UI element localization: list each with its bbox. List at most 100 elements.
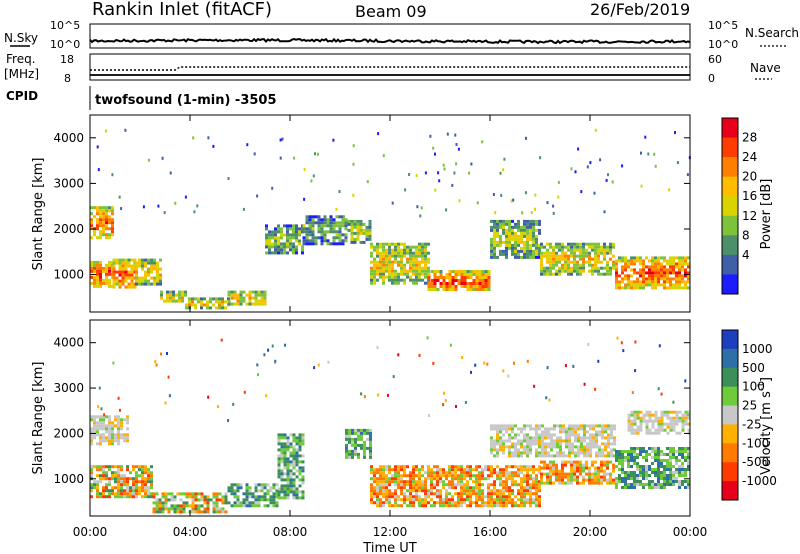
power-cell — [400, 248, 403, 252]
velocity-cell — [221, 510, 225, 514]
velocity-cell — [445, 504, 448, 508]
velocity-cell — [613, 454, 616, 458]
power-cell — [540, 242, 543, 246]
power-cell — [687, 274, 690, 278]
power-cell — [490, 219, 493, 223]
velocity-cell — [499, 480, 502, 484]
velocity-cell — [251, 501, 255, 505]
velocity-cell — [681, 428, 685, 432]
power-cell — [376, 245, 379, 249]
velocity-cell — [520, 495, 523, 499]
velocity-cell — [598, 454, 601, 458]
velocity-cell — [141, 474, 144, 478]
velocity-cell — [621, 453, 624, 456]
power-cell — [130, 264, 134, 268]
velocity-cell — [469, 492, 472, 496]
velocity-cell — [589, 445, 592, 449]
velocity-cell — [541, 439, 544, 443]
velocity-cell — [418, 486, 421, 490]
nave-tick-top: 60 — [708, 53, 722, 66]
velocity-cell — [424, 498, 427, 502]
power-cell — [424, 266, 427, 270]
power-cell — [118, 273, 122, 277]
power-cell — [463, 276, 467, 279]
velocity-cell — [633, 450, 636, 453]
velocity-cell — [236, 483, 240, 487]
power-cell — [105, 278, 108, 282]
power-cell — [280, 245, 283, 249]
velocity-cell — [621, 480, 624, 483]
velocity-cell — [382, 489, 385, 493]
velocity-cell — [645, 459, 648, 462]
velocity-cell — [526, 489, 529, 493]
power-cell — [561, 242, 564, 246]
velocity-cell — [621, 465, 624, 468]
velocity-cell — [409, 492, 412, 496]
velocity-cell — [385, 498, 388, 502]
velocity-cell — [600, 478, 603, 482]
velocity-cell — [657, 474, 660, 477]
velocity-cell — [529, 451, 532, 455]
velocity-cell — [409, 501, 412, 505]
power-cell — [418, 275, 421, 279]
velocity-cell — [363, 443, 366, 447]
velocity-cell — [592, 445, 595, 449]
velocity-cell — [373, 492, 376, 496]
power-cell — [332, 224, 336, 228]
velocity-cell — [406, 489, 409, 493]
velocity-cell — [357, 434, 360, 438]
velocity-cell — [90, 430, 93, 434]
velocity-cell — [415, 480, 418, 484]
velocity-cell — [645, 413, 649, 417]
power-cell — [295, 236, 298, 240]
velocity-cell — [499, 427, 502, 431]
velocity-cell — [496, 504, 499, 508]
velocity-cell — [532, 483, 535, 487]
velocity-cell — [669, 468, 672, 471]
velocity-cell — [385, 477, 388, 481]
power-cell — [305, 239, 309, 243]
power-cell — [451, 285, 455, 288]
velocity-cell — [141, 468, 144, 472]
power-cell — [630, 280, 633, 284]
velocity-cell — [493, 445, 496, 449]
velocity-cell — [415, 474, 418, 478]
velocity-cell — [150, 492, 153, 496]
power-cell — [141, 276, 144, 280]
power-cell — [236, 299, 240, 303]
velocity-cell — [490, 442, 493, 446]
velocity-cell — [215, 504, 219, 508]
velocity-cell — [517, 489, 520, 493]
power-cell — [311, 230, 315, 234]
power-cell — [663, 277, 666, 281]
power-cell — [448, 282, 452, 285]
power-cell — [505, 240, 508, 244]
velocity-cell — [514, 454, 517, 458]
velocity-cell — [496, 430, 499, 434]
velocity-cell — [586, 448, 589, 452]
power-cell — [302, 236, 306, 240]
power-cell — [347, 222, 351, 226]
velocity-cell — [111, 421, 114, 425]
power-cell — [517, 219, 520, 223]
velocity-cell — [520, 427, 523, 431]
power-cell — [466, 276, 470, 279]
power-cell — [302, 227, 306, 231]
power-cell — [379, 275, 382, 279]
power-cell — [514, 222, 517, 226]
power-cell — [178, 299, 181, 303]
velocity-cell — [191, 501, 195, 505]
velocity-cell — [280, 445, 284, 449]
velocity-cell — [487, 465, 490, 469]
velocity-cell — [645, 474, 648, 477]
velocity-cell — [433, 471, 436, 475]
power-cell — [588, 269, 591, 273]
power-cell — [615, 259, 618, 263]
power-cell — [576, 245, 579, 249]
velocity-cell — [433, 501, 436, 505]
power-cell — [582, 260, 585, 264]
velocity-cell — [535, 495, 538, 499]
power-cell — [540, 272, 543, 276]
velocity-cell — [102, 492, 105, 496]
power-cell — [130, 270, 134, 274]
